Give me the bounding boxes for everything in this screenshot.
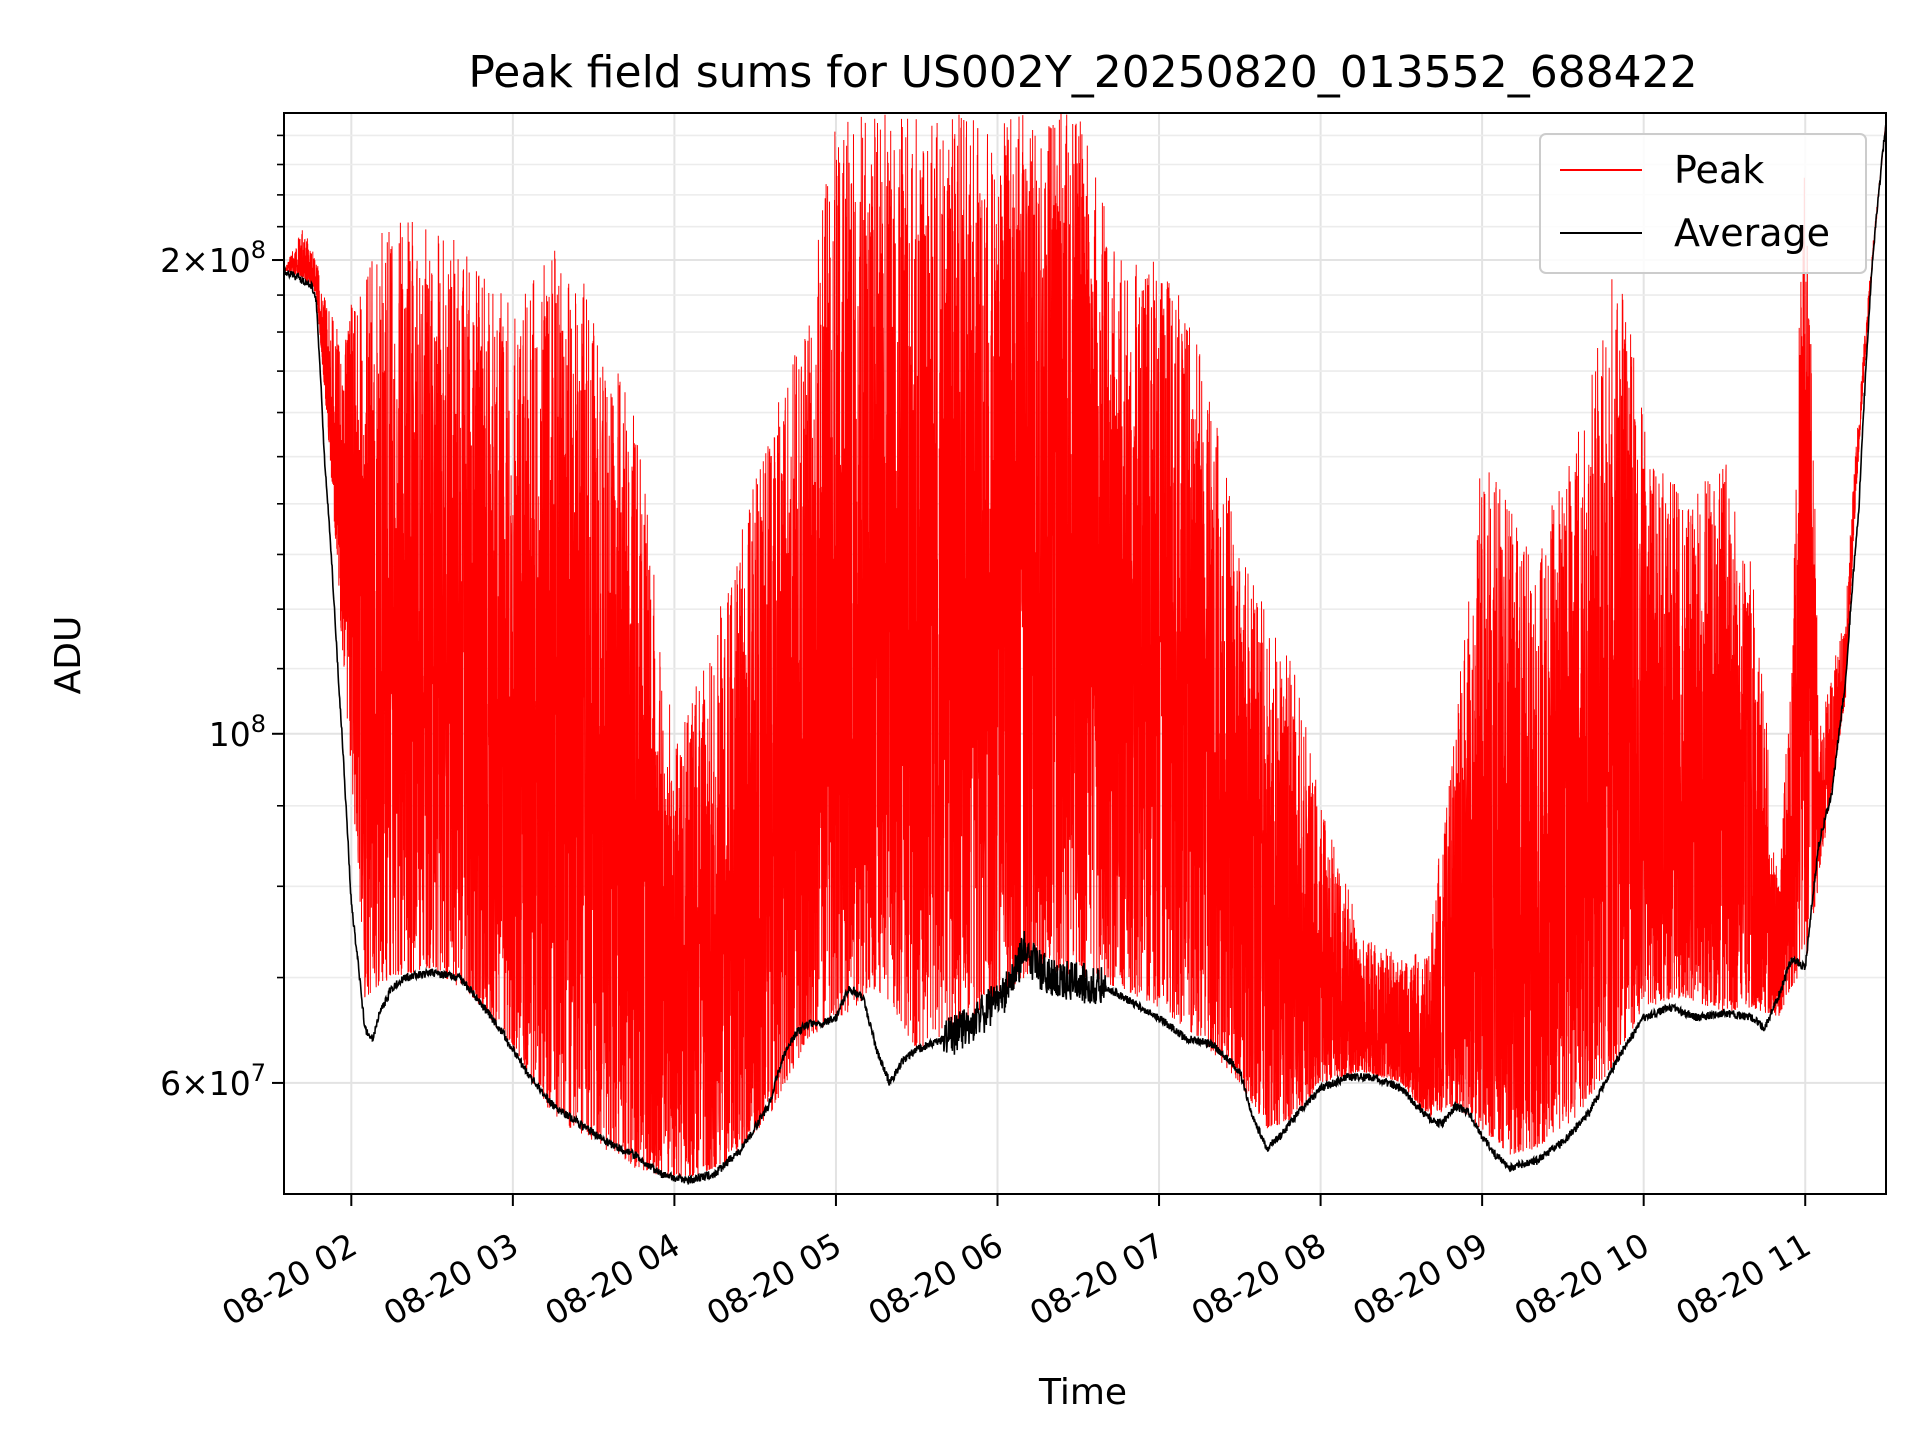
legend-label-average: Average	[1674, 211, 1830, 255]
series-layer	[284, 113, 1886, 1185]
x-axis-label: Time	[1038, 1372, 1127, 1413]
legend-box	[1539, 133, 1867, 274]
legend-label-peak: Peak	[1674, 148, 1764, 192]
y-tick-label: 108	[209, 710, 266, 754]
y-axis-ticks: 2×108 108 6×107	[160, 134, 284, 1103]
y-tick-label: 6×107	[160, 1059, 266, 1103]
series-line-average	[284, 124, 1886, 1185]
y-axis-label: ADU	[48, 616, 89, 695]
chart-title: Peak field sums for US002Y_20250820_0135…	[468, 47, 1697, 98]
series-line-peak	[284, 113, 1886, 1180]
legend: Peak Average	[1539, 133, 1867, 274]
plot-frame	[283, 112, 1887, 1195]
y-tick-label: 2×108	[160, 236, 266, 280]
